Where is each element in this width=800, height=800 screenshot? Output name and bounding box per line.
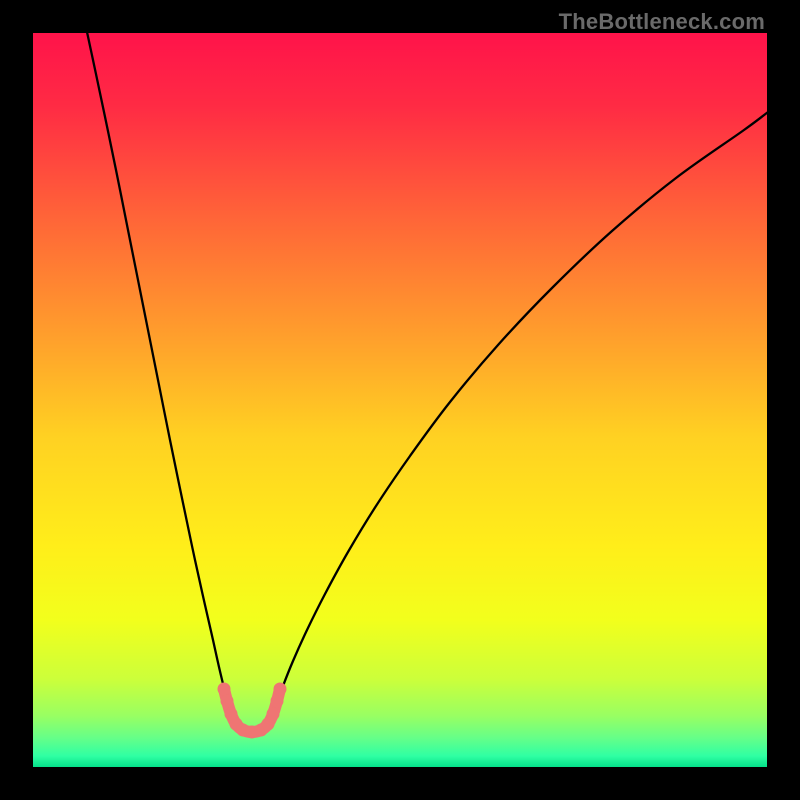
chart-container: TheBottleneck.com: [0, 0, 800, 800]
plot-area: [33, 33, 767, 767]
watermark: TheBottleneck.com: [559, 9, 765, 35]
